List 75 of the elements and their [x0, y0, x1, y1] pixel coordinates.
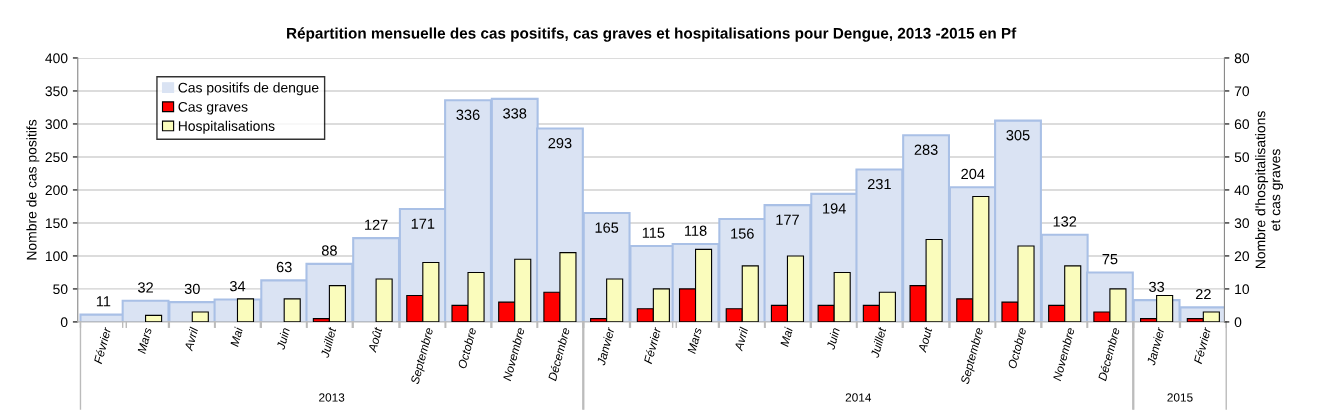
x-tick-label: Avril — [733, 326, 749, 352]
y2-tick-label: 80 — [1234, 53, 1250, 64]
data-label: 177 — [776, 214, 799, 225]
x-tick-label: Mars — [687, 327, 702, 355]
data-label: 118 — [685, 225, 707, 236]
x-tick-label: Mai — [779, 326, 794, 348]
x-tick-label: Juillet — [320, 326, 337, 359]
x-tick-label: Avril — [183, 326, 199, 352]
y2-tick-label: 60 — [1234, 119, 1250, 130]
text: 2015 — [1167, 393, 1193, 402]
y2-tick-label: 70 — [1234, 86, 1250, 97]
data-label: 30 — [184, 283, 200, 294]
y2-tick-label: 10 — [1235, 284, 1250, 295]
y-tick-label: 150 — [45, 218, 68, 229]
data-label: 156 — [731, 228, 754, 239]
y2-tick-label: 30 — [1234, 218, 1250, 229]
data-label: 204 — [961, 168, 985, 180]
data-label: 338 — [503, 108, 527, 119]
y-tick-label: 350 — [45, 86, 68, 97]
text: 2013 — [319, 393, 345, 402]
legend-label: Hospitalisations — [178, 120, 275, 134]
text: 2014 — [845, 393, 872, 402]
y2-tick-label: 40 — [1234, 185, 1250, 196]
legend-label: Cas graves — [178, 101, 248, 115]
data-label: 171 — [411, 218, 435, 229]
data-label: 32 — [138, 282, 153, 293]
x-tick-label: Juin — [826, 327, 840, 350]
y-tick-label: 250 — [45, 152, 68, 163]
bar — [145, 314, 163, 322]
bar — [375, 278, 393, 322]
data-label: 11 — [96, 296, 111, 307]
y2-axis-title: Nombre d'hospitalisations et cas graves — [1255, 111, 1284, 269]
data-label: 283 — [914, 144, 938, 155]
x-tick-label: Janvier — [1146, 326, 1165, 366]
data-label: 132 — [1053, 216, 1077, 227]
data-label: 22 — [1195, 288, 1211, 300]
data-label: 127 — [365, 219, 388, 230]
y-tick-label: 100 — [45, 251, 68, 262]
legend-label: Cas positifs de dengue — [178, 82, 319, 96]
data-label: 165 — [595, 222, 619, 233]
x-tick-label: Mai — [229, 326, 244, 348]
x-tick-label: Août — [367, 326, 383, 354]
x-tick-label: Février — [93, 326, 112, 365]
data-label: 336 — [456, 109, 480, 120]
y-tick-label: 50 — [53, 284, 68, 295]
x-tick-label: Février — [643, 326, 662, 365]
data-label: 63 — [276, 261, 292, 273]
bar — [283, 298, 301, 322]
x-tick-label: Janvier — [596, 326, 615, 366]
data-label: 305 — [1006, 130, 1030, 141]
y-tick-label: 400 — [45, 53, 68, 64]
data-label: 88 — [321, 245, 337, 256]
y2-tick-label: 0 — [1234, 317, 1242, 328]
x-tick-label: Octobre — [1007, 327, 1027, 369]
bar — [191, 311, 209, 322]
data-label: 33 — [1149, 281, 1165, 292]
x-tick-label: Février — [1193, 326, 1212, 365]
x-tick-label: Octobre — [457, 327, 477, 369]
data-label: 115 — [642, 227, 665, 238]
y2-tick-label: 20 — [1234, 251, 1250, 262]
data-label: 231 — [867, 178, 891, 190]
data-label: 34 — [229, 281, 246, 292]
chart-title: Répartition mensuelle des cas positifs, cas graves et hospitalisations pour Dengue, 2013 -2015 en Pf — [287, 27, 1017, 42]
x-tick-label: Juillet — [870, 326, 887, 359]
x-tick-label: Mars — [137, 327, 152, 355]
y-tick-label: 300 — [45, 119, 68, 130]
x-tick-label: Juin — [276, 327, 290, 350]
data-label: 75 — [1102, 254, 1118, 265]
y2-tick-label: 50 — [1234, 152, 1250, 163]
data-label: 194 — [823, 203, 846, 214]
data-label: 293 — [548, 138, 572, 149]
y-axis-title: Nombre de cas positifs — [26, 119, 40, 260]
x-tick-label: Aout — [917, 326, 933, 354]
y-tick-label: 200 — [45, 185, 68, 196]
y-tick-label: 0 — [60, 317, 68, 328]
